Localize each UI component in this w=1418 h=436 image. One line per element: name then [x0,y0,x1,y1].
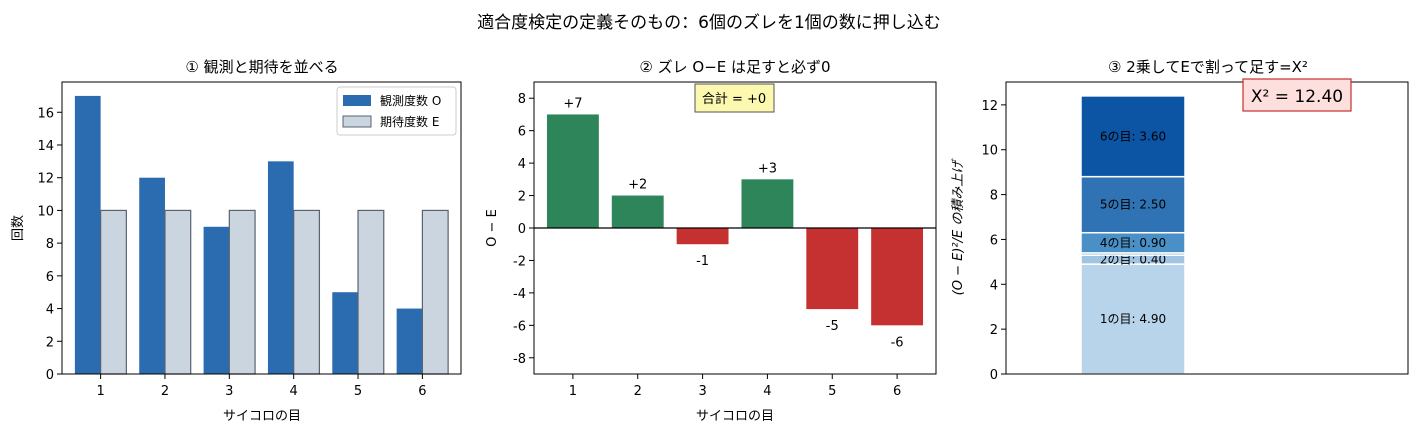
bar-deviation [676,228,729,245]
bar-expected [421,209,449,375]
y-tick-label: 16 [37,106,54,121]
y-tick-label: 10 [981,144,998,159]
bar-value-label: +3 [758,161,777,176]
bar-value-label: +2 [628,178,647,193]
legend-label-expected: 期待度数 E [380,114,439,129]
y-tick-label: 2 [990,323,998,338]
bar-deviation [546,114,599,228]
bar-value-label: -1 [696,254,709,269]
panel3-total-annotation: X² = 12.40 [1242,78,1352,112]
stack-segment-label: 5の目: 2.50 [1100,198,1166,212]
panel2-axes-frame [533,81,937,375]
bar-expected [100,209,127,375]
bar-value-label: -5 [826,319,839,334]
y-tick-label: 2 [518,190,526,205]
y-tick-label: 0 [518,222,526,237]
bar-observed [139,177,165,374]
y-tick-label: 0 [46,368,54,383]
y-tick-label: 0 [990,368,998,383]
panel-stacked-chi2: ③ 2乗してEで割って足す=X² 1の目: 4.90 2の目: 0.40 4の目: … [951,58,1409,383]
x-tick-label: 5 [828,384,836,399]
bar-observed [74,95,101,375]
panel-deviations: ② ズレ O−E は足すと必ず0 +7 1 +2 2 -1 3 +3 4 -5 5 -6 6 -8 -6 -… [485,58,937,424]
y-tick-label: 8 [518,92,526,107]
bar-observed [203,226,230,374]
panel3-ylabel: (O − E)²/E の積み上げ [951,159,966,296]
bar-deviation [806,228,859,310]
panel2-sum-annotation: 合計 = +0 [694,83,775,113]
chi2-total-text: X² = 12.40 [1251,87,1343,107]
y-tick-label: 8 [46,237,54,252]
bar-value-label: +7 [563,96,582,111]
panel2-xlabel: サイコロの目 [696,409,774,424]
x-tick-label: 1 [569,384,577,399]
y-tick-label: 6 [46,270,54,285]
bar-observed [267,161,294,374]
y-tick-label: -2 [513,254,526,269]
panel1-legend: 観測度数 O 期待度数 E [336,86,457,136]
y-tick-label: 12 [981,99,998,114]
y-tick-label: -8 [513,352,526,367]
y-tick-label: 6 [990,233,998,248]
bar-value-label: -6 [891,335,904,350]
panel2-ylabel: O − E [485,209,500,247]
stack-segment-label: 4の目: 0.90 [1100,236,1166,250]
y-tick-label: 4 [46,303,54,318]
x-tick-label: 2 [634,384,642,399]
y-tick-label: 4 [518,157,526,172]
legend-label-observed: 観測度数 O [380,93,441,108]
x-tick-label: 4 [763,384,771,399]
x-tick-label: 3 [698,384,706,399]
bar-expected [228,209,256,375]
bar-expected [164,209,192,375]
sum-annotation-box [694,83,775,113]
panel2-title: ② ズレ O−E は足すと必ず0 [639,58,830,76]
x-tick-label: 5 [354,384,362,399]
y-tick-label: 6 [518,125,526,140]
bar-expected [357,209,385,375]
bar-deviation [871,228,924,326]
x-tick-label: 3 [225,384,233,399]
panel1-title: ① 観測と期待を並べる [185,58,338,76]
stack-segment-label: 6の目: 3.60 [1100,129,1166,143]
stack-segment-label: 1の目: 4.90 [1100,312,1166,326]
panel3-axes-frame [1005,81,1409,375]
y-tick-label: 12 [37,172,54,187]
figure-title: 適合度検定の定義そのもの：6個のズレを1個の数に押し込む [477,13,941,33]
bar-deviation [611,195,664,228]
sum-annotation-text: 合計 = +0 [702,91,766,107]
bar-deviation [741,179,794,228]
x-tick-label: 2 [161,384,169,399]
chi2-total-box [1242,78,1352,112]
x-tick-label: 6 [893,384,901,399]
y-tick-label: 2 [46,335,54,350]
y-tick-label: 14 [37,139,54,154]
panel3-title: ③ 2乗してEで割って足す=X² [1108,58,1308,76]
panel1-axes-frame [61,81,462,375]
panel1-xlabel: サイコロの目 [223,409,301,424]
x-tick-label: 1 [96,384,104,399]
x-tick-label: 4 [290,384,298,399]
y-tick-label: -6 [513,319,526,334]
stack-segment [1080,95,1186,178]
y-tick-label: 4 [990,278,998,293]
y-tick-label: 10 [37,204,54,219]
x-tick-label: 6 [418,384,426,399]
legend-swatch-expected [342,115,372,128]
legend-swatch-observed [343,95,371,106]
stack-segment [1080,175,1186,234]
panel1-ylabel: 回数 [11,215,26,241]
y-tick-label: 8 [990,189,998,204]
bar-expected [293,209,321,375]
y-tick-label: -4 [513,287,526,302]
bar-observed [332,292,359,374]
bar-observed [396,308,423,374]
stack-segment-label: 2の目: 0.40 [1100,253,1166,267]
